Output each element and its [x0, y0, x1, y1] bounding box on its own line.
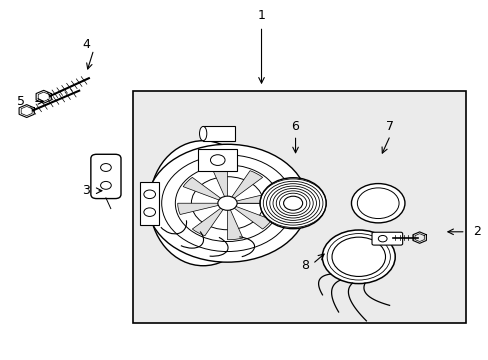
Text: 2: 2 [472, 225, 480, 238]
Ellipse shape [260, 178, 325, 229]
Circle shape [322, 230, 394, 284]
Bar [140, 182, 159, 225]
Text: 5: 5 [17, 95, 25, 108]
Bar [198, 149, 237, 171]
Circle shape [378, 235, 386, 242]
Circle shape [101, 163, 111, 171]
Text: 1: 1 [257, 9, 265, 22]
Wedge shape [192, 203, 227, 236]
Circle shape [143, 208, 155, 216]
Circle shape [283, 196, 302, 210]
Ellipse shape [149, 141, 256, 266]
Wedge shape [183, 177, 227, 203]
Wedge shape [227, 192, 277, 203]
FancyBboxPatch shape [91, 154, 121, 199]
Wedge shape [177, 203, 227, 215]
Wedge shape [227, 171, 262, 203]
Text: 8: 8 [301, 259, 308, 272]
FancyBboxPatch shape [371, 232, 402, 245]
Bar [132, 91, 465, 323]
Text: 3: 3 [82, 184, 90, 197]
Circle shape [218, 196, 237, 210]
Wedge shape [227, 203, 271, 229]
Circle shape [210, 155, 224, 166]
Bar [203, 126, 234, 141]
Ellipse shape [199, 126, 206, 141]
Wedge shape [212, 167, 227, 203]
Circle shape [147, 144, 307, 262]
Circle shape [351, 184, 404, 223]
Text: 4: 4 [82, 38, 90, 51]
Text: 7: 7 [386, 120, 393, 133]
Circle shape [101, 181, 111, 189]
Wedge shape [227, 203, 243, 240]
Text: 6: 6 [291, 120, 299, 133]
Circle shape [143, 190, 155, 199]
